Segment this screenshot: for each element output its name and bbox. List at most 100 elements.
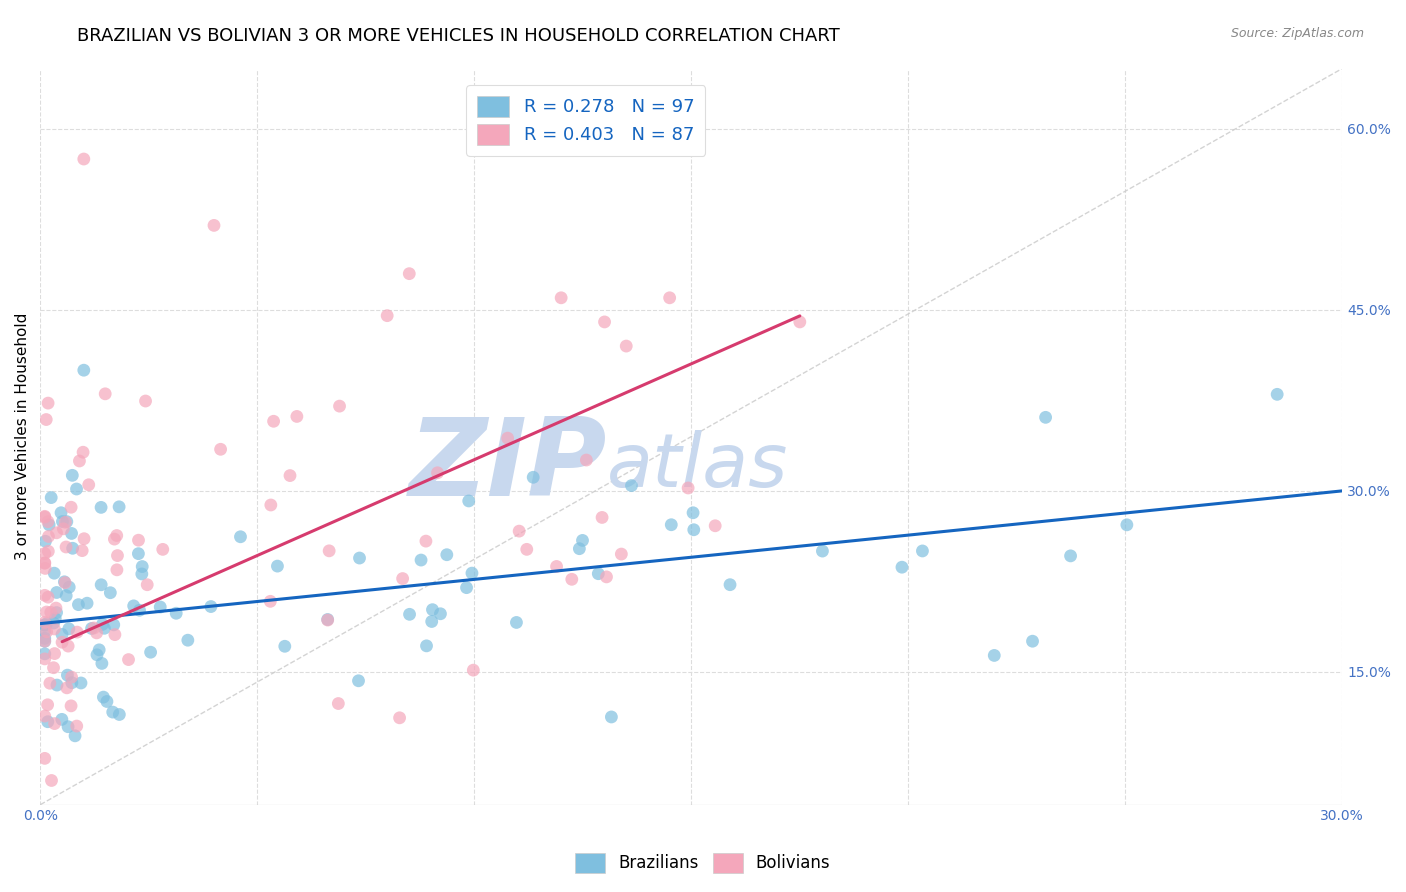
Point [131,559,153,574]
Point [274,640,297,654]
Point [104,627,127,641]
Point [89,643,111,657]
Point [561,572,583,586]
Point [34,618,56,632]
Point [420,615,443,629]
Point [37,544,59,558]
Point [122,599,145,613]
Point [34,652,56,666]
Point [209,442,232,457]
Point [101,705,124,719]
Point [45,525,67,540]
Point [56,639,79,653]
Point [259,594,281,608]
Point [200,599,222,614]
Point [229,530,252,544]
Point [285,409,308,424]
Point [152,542,174,557]
Point [588,566,610,581]
Point [328,399,350,413]
Point [105,528,128,542]
Point [34,647,56,661]
Point [568,541,591,556]
Point [34,561,56,575]
Point [60,526,83,541]
Point [38,517,60,532]
Point [105,563,128,577]
Point [463,663,485,677]
Point [46,678,69,692]
Point [56,515,79,529]
Point [347,673,370,688]
Point [516,542,538,557]
Point [135,394,157,409]
Point [45,585,67,599]
Point [34,509,56,524]
Point [415,534,437,549]
Point [94,387,117,401]
Point [595,570,617,584]
Point [108,707,131,722]
Point [58,580,80,594]
Point [38,676,60,690]
Point [58,622,80,636]
Point [37,529,59,543]
Point [388,711,411,725]
Point [610,547,633,561]
Point [51,627,73,641]
Point [66,625,89,640]
Point [60,468,83,483]
Point [659,517,682,532]
Point [165,607,187,621]
Point [60,670,83,684]
Point [45,606,67,620]
Point [37,714,59,729]
Point [69,454,91,468]
Point [149,599,172,614]
Point [546,559,568,574]
Point [34,624,56,639]
Point [131,566,153,581]
Point [266,559,288,574]
Point [260,498,283,512]
Point [128,603,150,617]
Point [90,578,112,592]
Point [316,612,339,626]
Point [35,412,58,426]
Point [34,556,56,570]
Point [34,547,56,561]
Point [1021,634,1043,648]
Y-axis label: 3 or more Vehicles in Household: 3 or more Vehicles in Household [15,313,30,560]
Text: ZIP: ZIP [408,413,607,519]
Point [37,698,59,712]
Legend: R = 0.278   N = 97, R = 0.403   N = 87: R = 0.278 N = 97, R = 0.403 N = 87 [465,85,706,155]
Point [522,470,544,484]
Point [1035,410,1057,425]
Point [593,315,616,329]
Point [72,445,94,459]
Point [98,585,121,599]
Point [1115,517,1137,532]
Point [614,339,637,353]
Point [508,524,530,538]
Point [86,626,108,640]
Point [128,533,150,548]
Point [80,622,103,636]
Point [1059,549,1081,563]
Point [39,605,62,619]
Point [35,617,58,632]
Point [34,510,56,524]
Point [682,506,704,520]
Point [44,716,66,731]
Point [620,478,643,492]
Point [96,694,118,708]
Point [51,635,73,649]
Point [60,698,83,713]
Point [983,648,1005,663]
Point [461,566,484,581]
Point [35,624,58,639]
Point [398,607,420,622]
Point [107,549,129,563]
Point [77,477,100,491]
Point [55,515,77,529]
